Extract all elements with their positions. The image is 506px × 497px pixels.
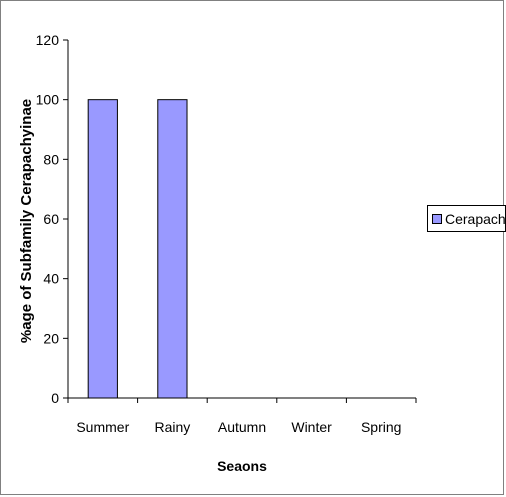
- y-tick-label: 80: [43, 151, 59, 167]
- x-axis-title: Seaons: [217, 458, 267, 474]
- x-tick-label: Summer: [76, 419, 129, 435]
- legend-swatch: [432, 213, 442, 224]
- x-tick-label: Winter: [291, 419, 332, 435]
- x-tick-label: Spring: [361, 419, 401, 435]
- y-tick-label: 100: [36, 92, 60, 108]
- y-tick-label: 120: [36, 32, 60, 48]
- x-tick-label: Autumn: [218, 419, 266, 435]
- y-tick-label: 40: [43, 271, 59, 287]
- x-tick-label: Rainy: [155, 419, 191, 435]
- bar-summer: [87, 99, 118, 399]
- bar-rainy: [157, 99, 188, 399]
- y-tick-label: 60: [43, 211, 59, 227]
- y-tick-label: 0: [51, 390, 59, 406]
- legend: Cerapachys: [427, 205, 506, 232]
- y-tick-label: 20: [43, 330, 59, 346]
- legend-label: Cerapachys: [445, 210, 505, 227]
- y-axis-title: %age of Subfamily Cerapachyinae: [18, 99, 35, 343]
